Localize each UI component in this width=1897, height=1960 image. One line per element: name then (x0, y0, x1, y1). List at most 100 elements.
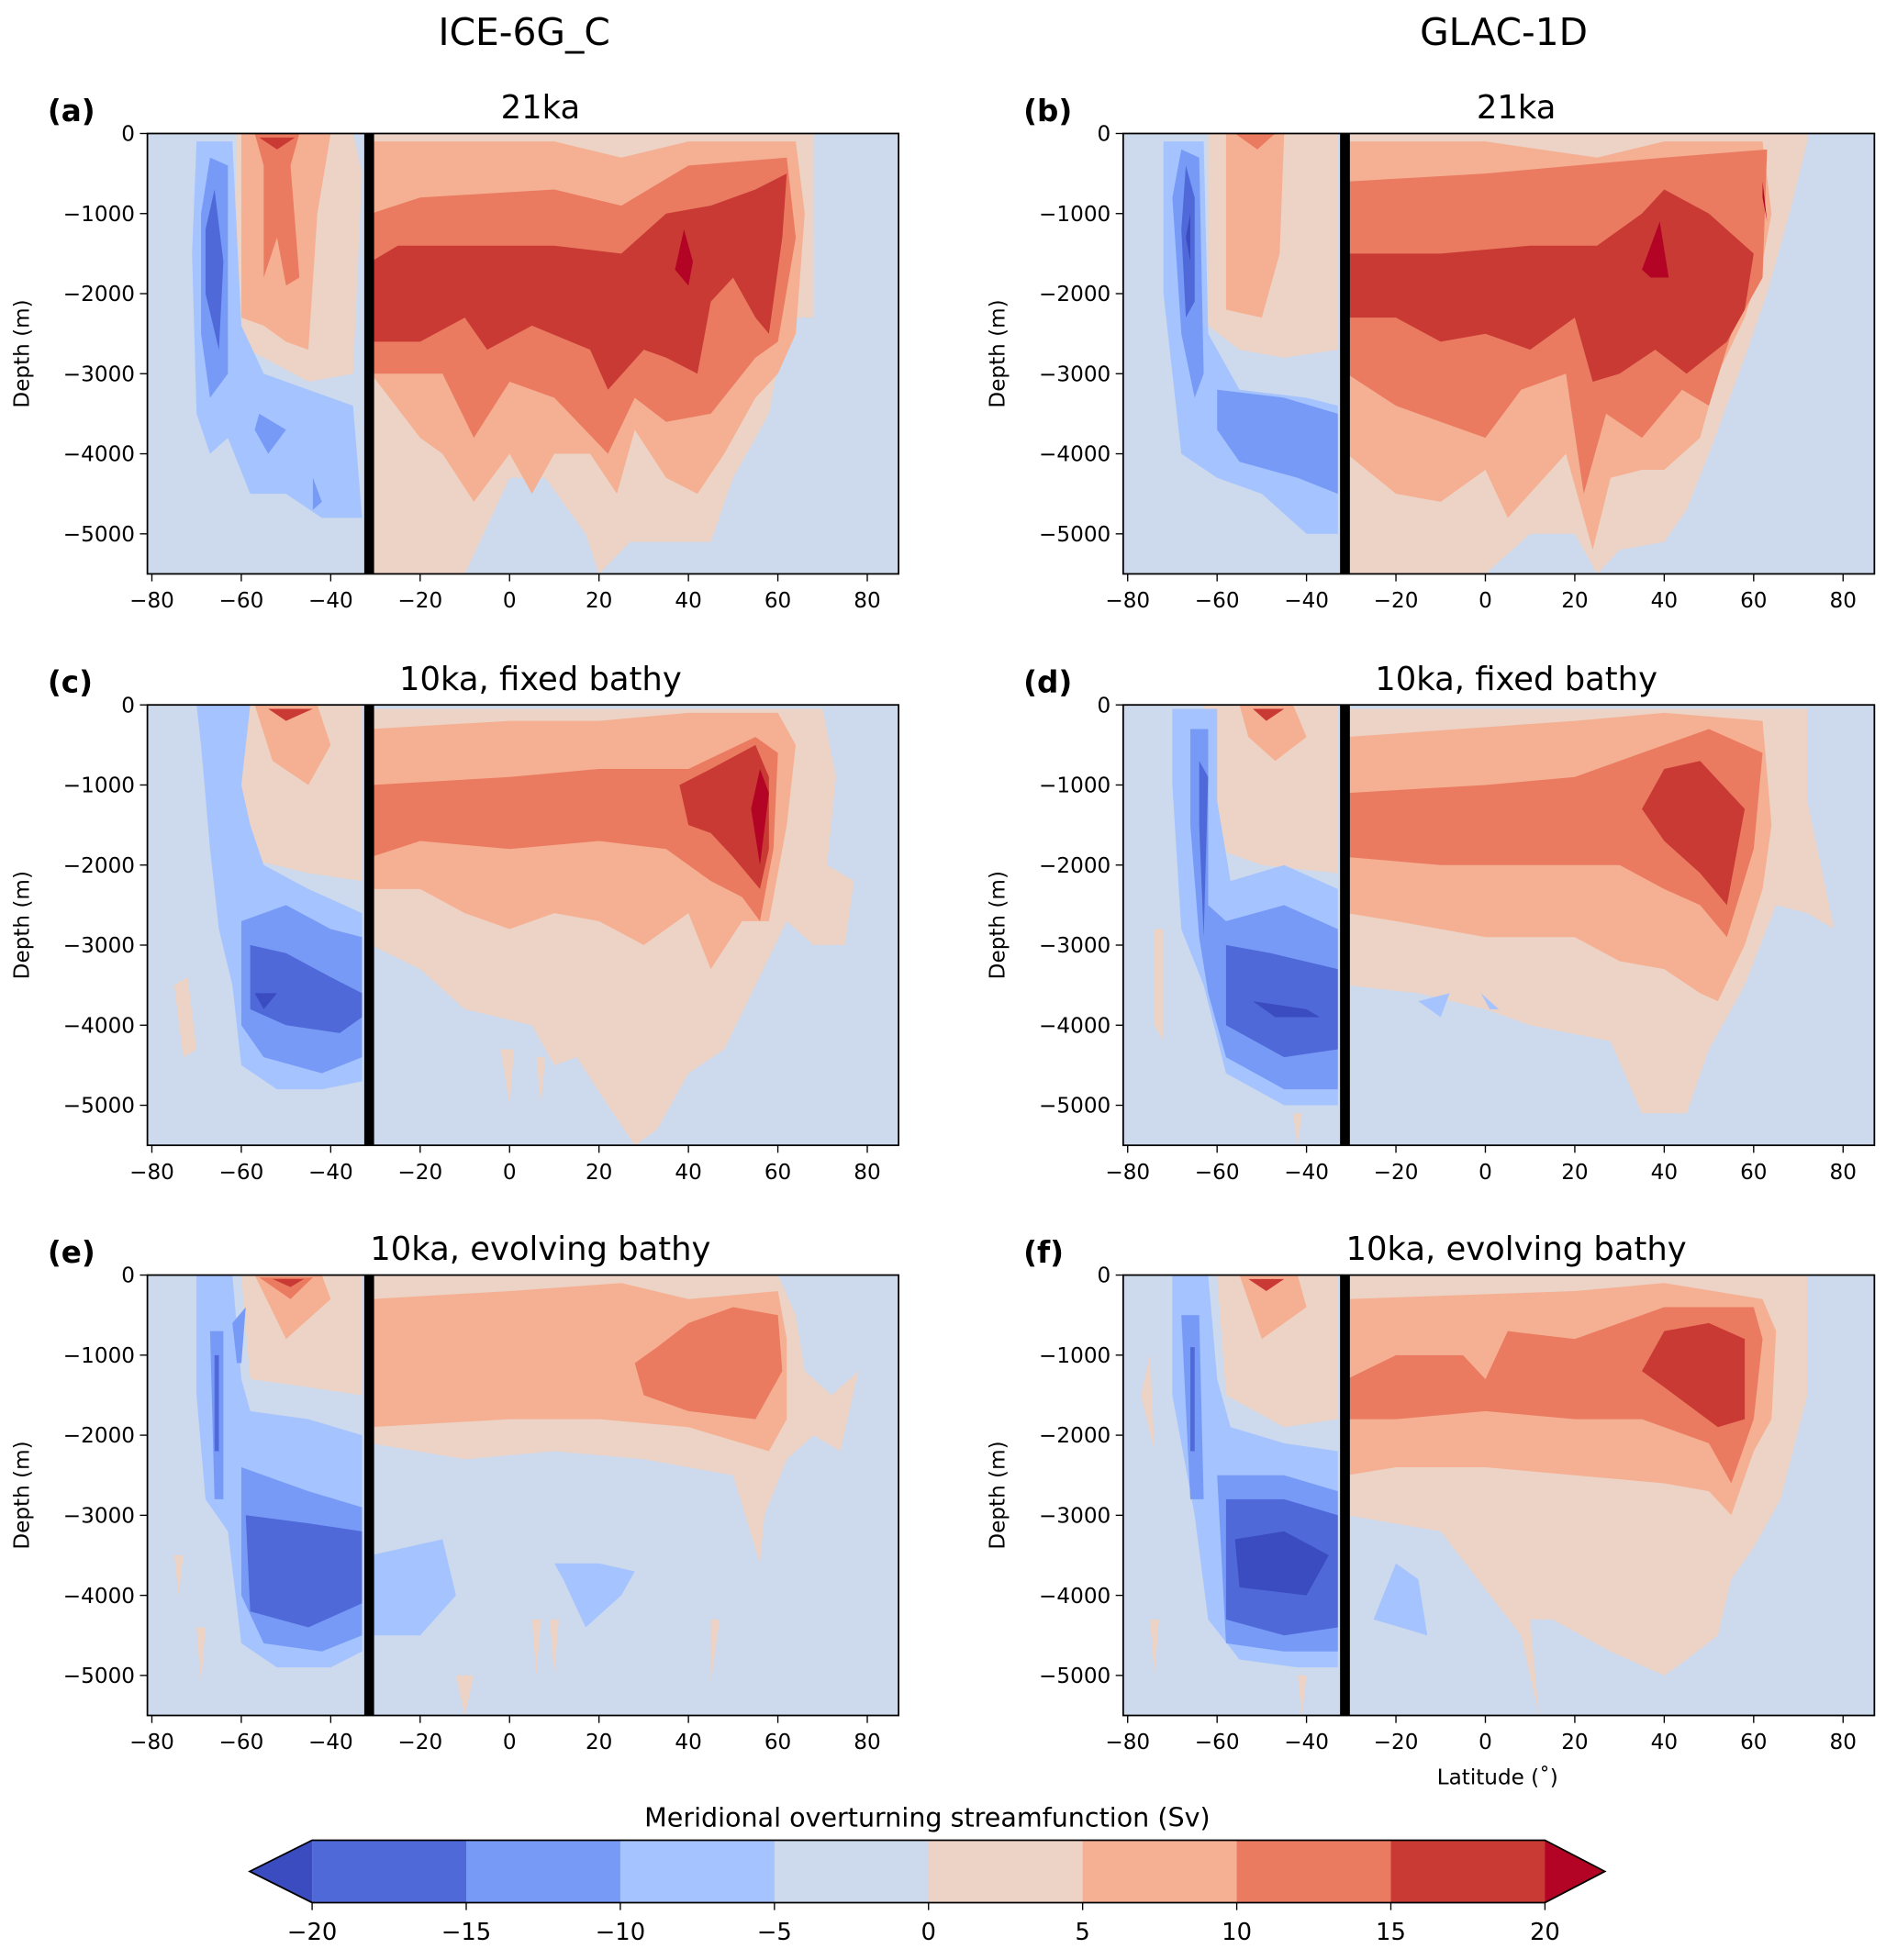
y-tick-label: −5000 (1039, 523, 1110, 547)
axes-frame (1121, 704, 1876, 1147)
colorbar-segment (774, 1840, 930, 1903)
panel-label: (e) (48, 1235, 95, 1270)
x-tick-label: 80 (854, 1731, 880, 1754)
y-axis-label: Depth (m) (987, 1441, 1010, 1549)
panel-d: −80 −60 −40 −20 0 20 40 60 80 0 −1000 −2000 −3000 −40… (987, 661, 1876, 1185)
contour-region (259, 1277, 313, 1299)
x-tick-label: 60 (764, 1731, 791, 1754)
x-tick-label: −60 (219, 1731, 264, 1754)
contour-region (1234, 133, 1276, 150)
contour-region (196, 1627, 206, 1684)
axes-frame (146, 1274, 899, 1717)
contour-region (254, 705, 331, 785)
contour-region (1239, 705, 1307, 762)
colorbar-segment (1082, 1840, 1238, 1903)
contour-region (1141, 1354, 1155, 1452)
x-tick-label: 20 (586, 589, 612, 613)
contour-region (254, 133, 300, 286)
x-tick-label: −40 (308, 589, 353, 613)
contour-region (1234, 1531, 1329, 1596)
x-tick-label: 0 (1479, 1731, 1492, 1754)
y-tick-label: −3000 (63, 362, 135, 386)
x-tick-label: 40 (1651, 589, 1678, 613)
x-tick-label: −60 (1195, 589, 1240, 613)
x-tick-label: 40 (675, 589, 701, 613)
colorbar-title: Meridional overturning streamfunction (S… (644, 1802, 1210, 1833)
contour-region (1239, 1275, 1307, 1340)
contour-region (1217, 1275, 1338, 1428)
x-tick-label: 60 (1740, 1731, 1767, 1754)
colorbar-tick-label: 10 (1222, 1919, 1252, 1946)
x-tick-label: 80 (854, 1161, 880, 1185)
contour-region (1642, 761, 1746, 906)
contour-region (500, 1049, 515, 1106)
x-tick-label: −20 (397, 589, 442, 613)
y-axis-label: Depth (m) (987, 299, 1010, 407)
contour-region (1154, 929, 1164, 1041)
x-tick-label: −80 (1105, 1161, 1150, 1185)
contour-region (1642, 1322, 1746, 1428)
x-axis-label: Latitude (˚) (1437, 1765, 1558, 1789)
contour-region (1225, 133, 1285, 318)
x-tick-label: −80 (1105, 1731, 1150, 1754)
barrier-bar (363, 1275, 374, 1716)
panel-c: −80 −60 −40 −20 0 20 40 60 80 0 −1000 −2000 −3000 −40… (10, 661, 899, 1185)
contour-region (254, 413, 286, 454)
contour-region (679, 744, 769, 889)
panel-label: (c) (48, 665, 93, 700)
y-tick-label: −1000 (1039, 774, 1110, 798)
contour-region (531, 1619, 541, 1676)
contour-region (245, 1515, 363, 1628)
x-tick-label: −80 (129, 1161, 174, 1185)
x-tick-label: 60 (1740, 589, 1767, 613)
x-tick-label: 80 (1830, 589, 1857, 613)
x-tick-label: 40 (675, 1161, 701, 1185)
column-title-glac1d: GLAC-1D (1420, 10, 1588, 54)
contour-region (1186, 213, 1190, 262)
colorbar-segment (465, 1840, 621, 1903)
panel-title: 10ka, fixed bathy (399, 661, 682, 698)
x-tick-label: −60 (1195, 1731, 1240, 1754)
y-tick-label: −5000 (63, 1095, 135, 1119)
barrier-bar (1340, 705, 1350, 1146)
panel-label: (b) (1023, 94, 1072, 128)
barrier-bar (1340, 1275, 1350, 1716)
panel-label: (d) (1023, 665, 1072, 700)
contour-region (272, 1278, 305, 1287)
panel-title: 10ka, evolving bathy (1346, 1231, 1687, 1268)
x-tick-label: 0 (503, 589, 517, 613)
colorbar-segment (312, 1840, 467, 1903)
colorbar-extend-min (250, 1840, 313, 1903)
x-tick-label: −20 (1374, 1161, 1419, 1185)
contour-region (1253, 1001, 1321, 1018)
colorbar-segment (619, 1840, 776, 1903)
barrier-bar (363, 133, 374, 574)
y-tick-label: 0 (1098, 1264, 1111, 1288)
panel-f: −80 −60 −40 −20 0 20 40 60 80 0 −1000 −2000 −3000 −40… (987, 1231, 1876, 1754)
y-tick-label: −2000 (1039, 283, 1110, 306)
x-tick-label: 80 (854, 589, 880, 613)
contour-region (1189, 1347, 1195, 1452)
colorbar-extend-max (1545, 1840, 1605, 1903)
y-tick-label: −3000 (1039, 362, 1110, 386)
contour-region (536, 1057, 546, 1106)
y-tick-label: −4000 (1039, 1014, 1110, 1038)
colorbar-tick-label: 5 (1075, 1919, 1089, 1946)
x-tick-label: 40 (1651, 1731, 1678, 1754)
y-axis-label: Depth (m) (10, 871, 34, 979)
x-tick-label: 60 (764, 1161, 791, 1185)
x-tick-label: 20 (1561, 589, 1588, 613)
x-tick-label: −20 (397, 1161, 442, 1185)
contour-region (250, 944, 363, 1033)
colorbar-tick-label: −20 (287, 1919, 338, 1946)
contour-region (1253, 708, 1285, 721)
contour-region (214, 1354, 219, 1452)
y-tick-label: −3000 (1039, 934, 1110, 958)
x-tick-label: 0 (503, 1161, 517, 1185)
contour-region (232, 1307, 246, 1364)
y-tick-label: −3000 (1039, 1505, 1110, 1529)
y-tick-label: −1000 (63, 203, 135, 227)
contour-region (1203, 705, 1338, 874)
axes-frame (1121, 132, 1876, 575)
contour-region (455, 1675, 474, 1716)
